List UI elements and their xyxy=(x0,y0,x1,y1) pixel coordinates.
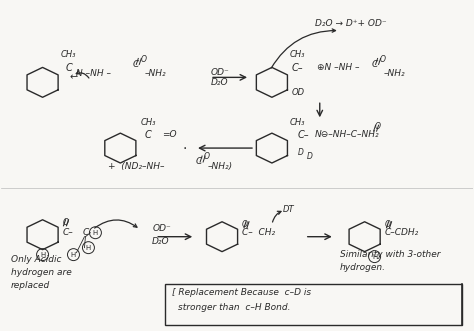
Text: C: C xyxy=(145,130,152,140)
Text: hydrogen.: hydrogen. xyxy=(340,262,386,272)
Bar xyxy=(165,284,462,325)
Text: C–: C– xyxy=(63,228,73,237)
Text: C: C xyxy=(65,64,72,73)
Text: C–: C– xyxy=(298,130,310,140)
Text: O: O xyxy=(380,56,385,65)
Text: C: C xyxy=(372,61,378,70)
Text: .: . xyxy=(182,138,187,152)
Text: –NH₂): –NH₂) xyxy=(208,162,233,171)
Text: O: O xyxy=(204,152,210,161)
Text: O: O xyxy=(374,122,381,131)
Text: ←: ← xyxy=(69,72,78,82)
Text: CH₃: CH₃ xyxy=(140,118,156,127)
Text: C: C xyxy=(82,228,89,237)
FancyArrowPatch shape xyxy=(95,220,137,228)
Text: C–CDH₂: C–CDH₂ xyxy=(384,228,419,237)
Text: hydrogen are: hydrogen are xyxy=(11,267,72,277)
Text: C–  CH₂: C– CH₂ xyxy=(242,228,275,237)
Text: C: C xyxy=(196,157,202,166)
Text: H: H xyxy=(71,252,76,258)
Text: D: D xyxy=(298,148,304,157)
Text: –NH₂: –NH₂ xyxy=(383,70,405,78)
Text: H: H xyxy=(372,254,377,260)
Text: N –NH –: N –NH – xyxy=(76,70,111,78)
Text: replaced: replaced xyxy=(11,280,50,290)
FancyArrowPatch shape xyxy=(76,71,89,78)
Text: O: O xyxy=(63,218,69,227)
Text: O: O xyxy=(384,220,391,229)
Text: [ Replacement Because  c–D is: [ Replacement Because c–D is xyxy=(172,289,311,298)
Text: C: C xyxy=(132,61,138,70)
Text: OD⁻: OD⁻ xyxy=(211,69,230,77)
Text: C–: C– xyxy=(292,64,304,73)
Text: =O: =O xyxy=(162,130,177,139)
Text: –NH₂: –NH₂ xyxy=(144,70,166,78)
Text: H: H xyxy=(40,252,45,258)
Text: Similarity with 3-other: Similarity with 3-other xyxy=(340,250,440,259)
Text: OD⁻: OD⁻ xyxy=(152,224,171,233)
Text: D: D xyxy=(307,152,313,161)
Text: Only Acidic: Only Acidic xyxy=(11,255,61,263)
Text: CH₃: CH₃ xyxy=(290,51,306,60)
Text: OD: OD xyxy=(291,88,304,97)
Text: ⊕N –NH –: ⊕N –NH – xyxy=(317,64,359,72)
Text: D₂O → D⁺+ OD⁻: D₂O → D⁺+ OD⁻ xyxy=(315,19,386,27)
Text: O: O xyxy=(140,56,146,65)
Text: stronger than  c–H Bond.: stronger than c–H Bond. xyxy=(178,304,291,312)
Text: N⊖–NH–C–NH₂: N⊖–NH–C–NH₂ xyxy=(315,130,379,139)
Text: D₂O: D₂O xyxy=(152,237,170,246)
Text: H: H xyxy=(86,245,91,251)
Text: D₂O: D₂O xyxy=(211,78,228,87)
Text: H: H xyxy=(93,230,98,236)
FancyArrowPatch shape xyxy=(273,211,281,222)
Text: CH₃: CH₃ xyxy=(61,51,76,60)
Text: CH₃: CH₃ xyxy=(290,118,306,127)
Text: +  (ND₂–NH–: + (ND₂–NH– xyxy=(109,162,165,171)
FancyArrowPatch shape xyxy=(271,29,336,68)
Text: DT: DT xyxy=(283,205,294,214)
Text: O: O xyxy=(242,220,248,229)
